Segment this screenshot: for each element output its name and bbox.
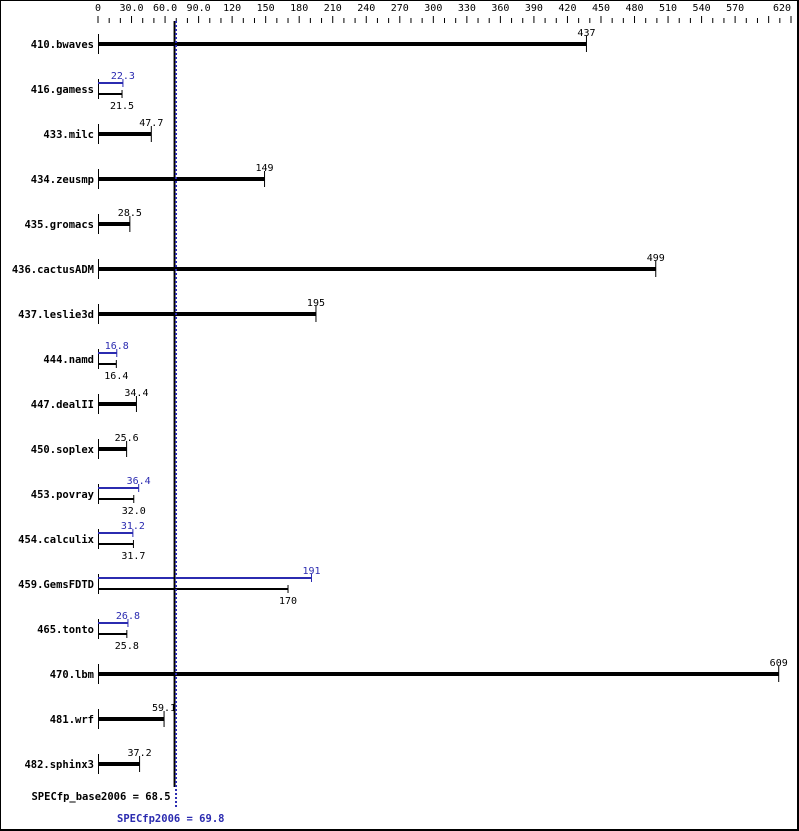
benchmark-label: 444.namd (43, 354, 94, 366)
peak-value-label: 26.8 (116, 611, 140, 622)
benchmark-label: 410.bwaves (31, 39, 94, 51)
x-tick-label: 60.0 (153, 3, 177, 14)
base-value-label: 149 (256, 163, 274, 174)
benchmark-label: 437.leslie3d (18, 309, 94, 321)
benchmark-label: 434.zeusmp (31, 174, 94, 186)
benchmark-label: 481.wrf (50, 714, 94, 726)
peak-value-label: 191 (302, 566, 320, 577)
base-value-label: 47.7 (139, 118, 163, 129)
x-tick-label: 210 (324, 3, 342, 14)
x-tick-label: 420 (558, 3, 576, 14)
x-tick-label: 330 (458, 3, 476, 14)
benchmark-label: 470.lbm (50, 669, 94, 681)
base-value-label: 21.5 (110, 101, 134, 112)
x-tick-label: 360 (491, 3, 509, 14)
base-value-label: 195 (307, 298, 325, 309)
base-value-label: 499 (647, 253, 665, 264)
x-tick-label: 150 (257, 3, 275, 14)
base-score-label: SPECfp_base2006 = 68.5 (31, 791, 170, 803)
peak-value-label: 36.4 (127, 476, 151, 487)
peak-value-label: 22.3 (111, 71, 135, 82)
x-tick-label: 480 (625, 3, 643, 14)
base-value-label: 25.6 (115, 433, 139, 444)
x-tick-label: 240 (357, 3, 375, 14)
benchmark-label: 459.GemsFDTD (18, 579, 94, 591)
benchmark-label: 453.povray (31, 489, 95, 501)
x-tick-label: 180 (290, 3, 308, 14)
base-value-label: 25.8 (115, 641, 139, 652)
x-tick-label: 510 (659, 3, 677, 14)
peak-score-label: SPECfp2006 = 69.8 (117, 813, 224, 825)
x-tick-label: 570 (726, 3, 744, 14)
x-tick-label: 540 (693, 3, 711, 14)
benchmark-label: 433.milc (43, 129, 94, 141)
benchmark-label: 435.gromacs (24, 219, 94, 231)
base-value-label: 16.4 (104, 371, 128, 382)
x-tick-label: 0 (95, 3, 101, 14)
base-value-label: 170 (279, 596, 297, 607)
base-value-label: 28.5 (118, 208, 142, 219)
base-value-label: 31.7 (121, 551, 145, 562)
x-tick-label: 620 (773, 3, 791, 14)
x-tick-label: 390 (525, 3, 543, 14)
x-tick-label: 120 (223, 3, 241, 14)
base-value-label: 32.0 (122, 506, 146, 517)
benchmark-label: 436.cactusADM (12, 264, 94, 276)
x-tick-label: 450 (592, 3, 610, 14)
benchmark-label: 465.tonto (37, 624, 94, 636)
base-value-label: 609 (770, 658, 788, 669)
peak-value-label: 31.2 (121, 521, 145, 532)
benchmark-label: 482.sphinx3 (24, 759, 94, 771)
base-value-label: 437 (577, 28, 595, 39)
base-value-label: 37.2 (128, 748, 152, 759)
benchmark-label: 447.dealII (31, 399, 94, 411)
x-tick-label: 270 (391, 3, 409, 14)
benchmark-label: 416.gamess (31, 84, 94, 96)
benchmark-label: 450.soplex (31, 444, 95, 456)
x-tick-label: 90.0 (187, 3, 211, 14)
base-value-label: 59.1 (152, 703, 176, 714)
base-value-label: 34.4 (124, 388, 148, 399)
benchmark-label: 454.calculix (18, 534, 95, 546)
x-tick-label: 300 (424, 3, 442, 14)
x-tick-label: 30.0 (119, 3, 143, 14)
peak-value-label: 16.8 (105, 341, 129, 352)
